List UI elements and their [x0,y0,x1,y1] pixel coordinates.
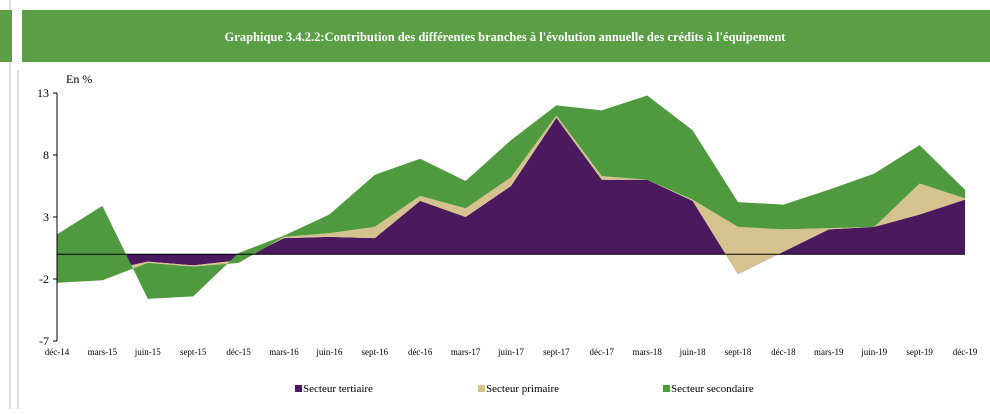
area [57,115,965,283]
y-tick-label: 13 [37,86,49,100]
legend-swatch [295,385,302,392]
x-tick-label: déc-17 [590,347,615,357]
x-tick-label: juin-16 [315,347,342,357]
x-tick-label: sept-18 [725,347,752,357]
x-tick-label: mars-16 [269,347,299,357]
legend-label: Secteur secondaire [671,383,754,395]
x-tick-label: déc-15 [226,347,251,357]
x-tick-label: déc-19 [953,347,978,357]
side-header [0,10,12,62]
x-tick-label: déc-16 [408,347,433,357]
legend-swatch [478,385,485,392]
legend-label: Secteur primaire [486,383,559,395]
x-tick-label: mars-15 [88,347,118,357]
x-tick-label: mars-19 [814,347,844,357]
legend-swatch [663,385,670,392]
y-tick-label: 8 [43,148,49,162]
x-tick-label: déc-14 [45,347,70,357]
x-tick-label: sept-15 [180,347,207,357]
x-tick-label: juin-17 [497,347,524,357]
header [22,10,990,62]
y-tick-label: 3 [43,210,49,224]
unit-label: En % [66,72,92,86]
x-tick-label: mars-18 [632,347,662,357]
area [57,95,965,299]
area [57,117,965,275]
y-tick-label: -2 [39,272,49,286]
x-tick-label: sept-16 [362,347,389,357]
x-tick-label: juin-19 [860,347,887,357]
x-tick-label: sept-17 [543,347,570,357]
x-tick-label: juin-18 [679,347,706,357]
x-tick-label: mars-17 [451,347,481,357]
x-tick-label: déc-18 [771,347,796,357]
chart-title: Graphique 3.4.2.2:Contribution des diffé… [225,30,787,44]
y-tick-label: -7 [39,334,49,348]
x-tick-label: juin-15 [134,347,161,357]
legend-label: Secteur tertiaire [303,383,373,395]
x-tick-label: sept-19 [906,347,933,357]
